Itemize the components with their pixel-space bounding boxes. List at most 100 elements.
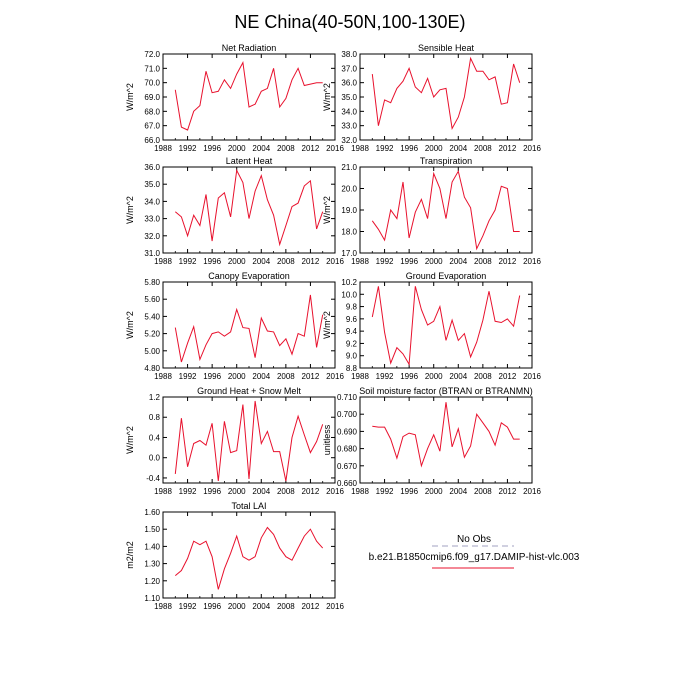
x-tick-label: 1996: [400, 372, 418, 381]
y-axis-label: W/m^2: [322, 196, 332, 224]
x-tick-label: 2008: [277, 257, 295, 266]
y-tick-label: 5.40: [144, 312, 160, 321]
x-tick-label: 2000: [228, 257, 246, 266]
x-tick-label: 2012: [302, 602, 320, 611]
y-tick-label: 1.50: [144, 525, 160, 534]
x-tick-label: 2004: [449, 257, 467, 266]
x-tick-label: 2008: [277, 372, 295, 381]
x-tick-label: 1996: [400, 144, 418, 153]
y-tick-label: 71.0: [144, 64, 160, 73]
x-tick-label: 1988: [351, 372, 369, 381]
y-tick-label: 19.0: [341, 206, 357, 215]
x-tick-label: 2012: [499, 372, 517, 381]
y-tick-label: 0.710: [337, 393, 358, 402]
series-line: [174, 526, 324, 590]
legend: No Obs b.e21.B1850cmip6.f09_g17.DAMIP-hi…: [369, 534, 580, 569]
y-tick-label: 0.690: [337, 427, 358, 436]
y-tick-label: 0.4: [149, 433, 161, 442]
x-tick-label: 1996: [203, 602, 221, 611]
x-tick-label: 1996: [203, 257, 221, 266]
y-axis-label: W/m^2: [125, 196, 135, 224]
series-line: [174, 294, 324, 363]
panel-3: Transpiration 1988 1992 1996 2000 2004 2008 201…: [322, 156, 541, 266]
x-tick-label: 2012: [302, 257, 320, 266]
y-axis-label: W/m^2: [125, 83, 135, 111]
panel-title: Ground Heat + Snow Melt: [197, 386, 301, 396]
x-tick-label: 2000: [228, 602, 246, 611]
x-tick-label: 2012: [302, 372, 320, 381]
y-tick-label: 34.0: [341, 107, 357, 116]
y-axis-label: m2/m2: [125, 541, 135, 569]
panel-title: Soil moisture factor (BTRAN or BTRANMN): [359, 386, 533, 396]
y-tick-label: 9.0: [346, 352, 358, 361]
x-tick-label: 2000: [425, 487, 443, 496]
panel-title: Canopy Evaporation: [208, 271, 290, 281]
series-line: [371, 286, 521, 366]
y-tick-label: 1.60: [144, 508, 160, 517]
y-tick-label: 0.0: [149, 454, 161, 463]
y-tick-label: 72.0: [144, 50, 160, 59]
y-tick-label: 1.30: [144, 560, 160, 569]
y-axis-label: W/m^2: [322, 311, 332, 339]
y-tick-label: 69.0: [144, 93, 160, 102]
y-tick-label: 0.8: [149, 413, 161, 422]
panel-6: Ground Heat + Snow Melt 1988 1992 1996 2000 2…: [125, 386, 344, 496]
panel-8: Total LAI 1988 1992 1996 2000 2004 2008 2012 201…: [125, 501, 344, 611]
panel-0: Net Radiation 1988 1992 1996 2000 2004 2008 201…: [125, 43, 344, 153]
panel-5: Ground Evaporation 1988 1992 1996 2000 2004 20…: [322, 271, 541, 381]
y-tick-label: 33.0: [341, 122, 357, 131]
y-tick-label: 37.0: [341, 64, 357, 73]
x-tick-label: 2000: [228, 372, 246, 381]
y-tick-label: 5.20: [144, 330, 160, 339]
y-tick-label: 0.680: [337, 445, 358, 454]
y-tick-label: 31.0: [144, 249, 160, 258]
y-tick-label: 1.40: [144, 542, 160, 551]
x-tick-label: 2012: [302, 144, 320, 153]
x-tick-label: 2008: [277, 487, 295, 496]
y-tick-label: 35.0: [144, 180, 160, 189]
panel-4: Canopy Evaporation 1988 1992 1996 2000 2004 20…: [125, 271, 344, 381]
x-tick-label: 1992: [179, 257, 197, 266]
y-axis-label: W/m^2: [125, 426, 135, 454]
y-tick-label: 35.0: [341, 93, 357, 102]
x-tick-label: 2016: [523, 144, 541, 153]
x-tick-label: 1988: [154, 602, 172, 611]
panel-1: Sensible Heat 1988 1992 1996 2000 2004 2008 201…: [322, 43, 541, 153]
y-tick-label: 1.2: [149, 393, 161, 402]
x-tick-label: 2008: [474, 144, 492, 153]
x-tick-label: 2000: [228, 487, 246, 496]
x-tick-label: 2012: [499, 257, 517, 266]
y-tick-label: 1.10: [144, 594, 160, 603]
x-tick-label: 1992: [179, 372, 197, 381]
y-tick-label: 1.20: [144, 577, 160, 586]
x-tick-label: 2004: [252, 602, 270, 611]
panel-title: Sensible Heat: [418, 43, 475, 53]
y-tick-label: 0.660: [337, 479, 358, 488]
x-tick-label: 2000: [425, 372, 443, 381]
y-tick-label: 33.0: [144, 215, 160, 224]
x-tick-label: 2012: [499, 144, 517, 153]
x-tick-label: 2016: [326, 257, 344, 266]
x-tick-label: 1992: [179, 487, 197, 496]
x-tick-label: 1996: [203, 487, 221, 496]
x-tick-label: 1992: [376, 487, 394, 496]
x-tick-label: 2000: [425, 144, 443, 153]
y-tick-label: 34.0: [144, 197, 160, 206]
x-tick-label: 2004: [252, 487, 270, 496]
plot-frame: [162, 396, 336, 484]
panel-title: Net Radiation: [222, 43, 277, 53]
x-tick-label: 2012: [499, 487, 517, 496]
x-tick-label: 2016: [326, 602, 344, 611]
panels: Net Radiation 1988 1992 1996 2000 2004 2008 201…: [125, 43, 541, 611]
y-tick-label: 8.8: [346, 364, 358, 373]
legend-model-label: b.e21.B1850cmip6.f09_g17.DAMIP-hist-vlc.…: [369, 552, 580, 563]
y-tick-label: 21.0: [341, 163, 357, 172]
figure-title: NE China(40-50N,100-130E): [234, 12, 465, 32]
y-tick-label: 5.60: [144, 295, 160, 304]
x-tick-label: 2004: [252, 144, 270, 153]
panel-7: Soil moisture factor (BTRAN or BTRANMN) 1…: [322, 386, 541, 496]
y-tick-label: 10.0: [341, 290, 357, 299]
y-tick-label: 67.0: [144, 122, 160, 131]
series-line: [371, 56, 521, 131]
x-tick-label: 2004: [449, 487, 467, 496]
